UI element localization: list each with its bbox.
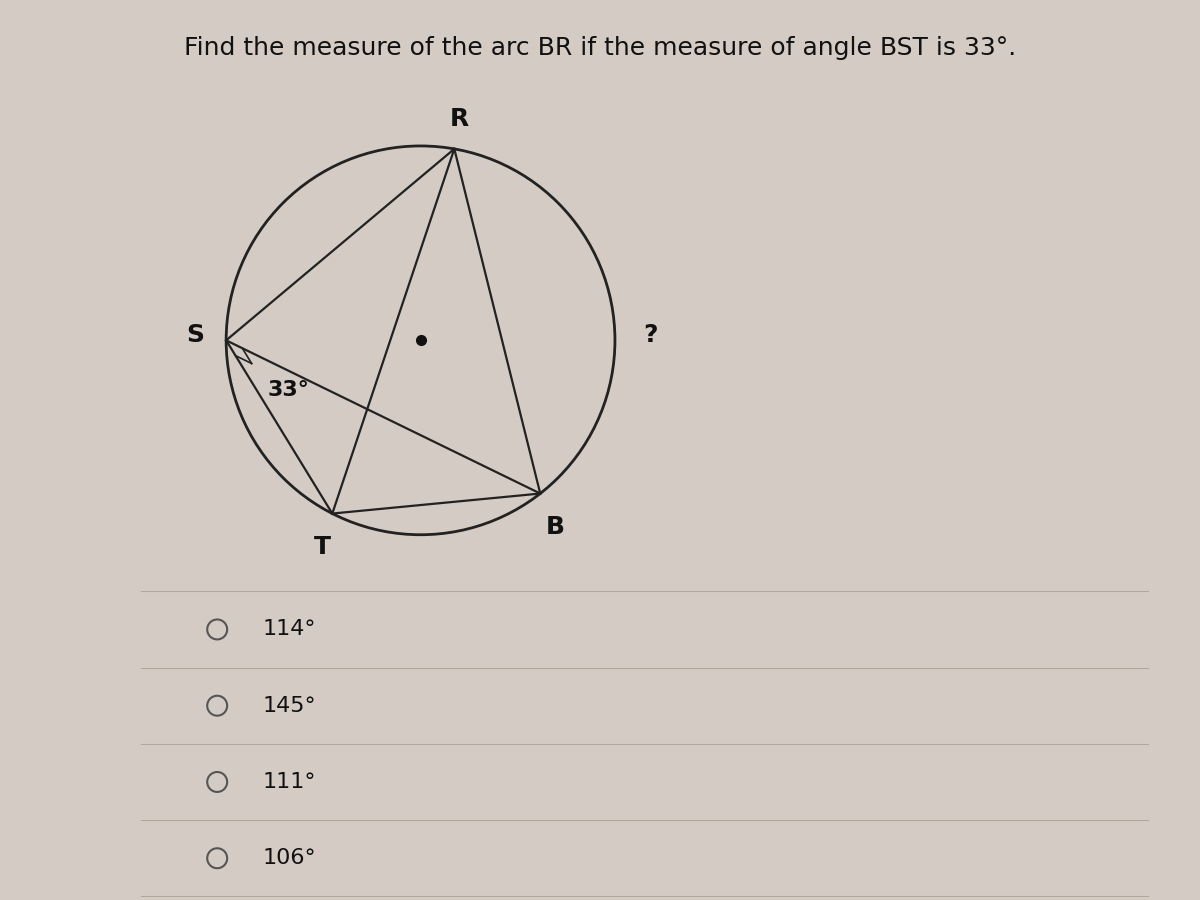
Text: 33°: 33° [268,380,310,400]
Text: R: R [450,107,469,131]
Text: 145°: 145° [263,696,317,716]
Text: 114°: 114° [263,619,317,639]
Text: 111°: 111° [263,772,317,792]
Text: S: S [186,323,204,347]
Text: T: T [314,536,331,560]
Text: B: B [546,516,565,539]
Text: Find the measure of the arc BR if the measure of angle BST is 33°.: Find the measure of the arc BR if the me… [184,36,1016,60]
Text: 106°: 106° [263,848,317,868]
Text: ?: ? [643,323,658,347]
